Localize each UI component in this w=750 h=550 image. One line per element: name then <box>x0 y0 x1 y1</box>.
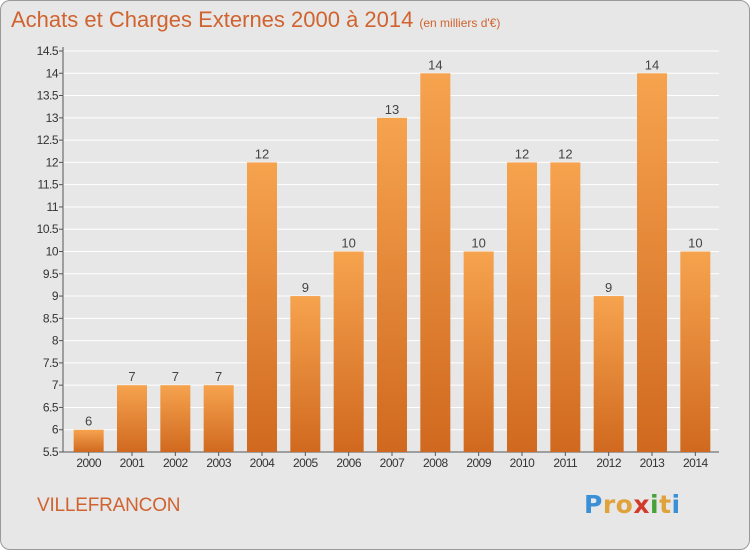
data-label: 9 <box>605 280 612 295</box>
x-tick-label: 2009 <box>466 456 492 470</box>
y-tick-label: 8.5 <box>43 311 59 325</box>
y-tick-label: 6.5 <box>43 400 59 414</box>
y-tick-label: 6 <box>52 423 59 437</box>
x-tick-label: 2001 <box>120 456 146 470</box>
logo-letter: t <box>659 490 672 519</box>
y-tick-label: 9.5 <box>43 267 59 281</box>
x-tick-label: 2012 <box>596 456 622 470</box>
bar <box>420 73 451 453</box>
city-name: VILLEFRANCON <box>37 495 181 516</box>
x-tick-label: 2010 <box>510 456 536 470</box>
x-tick-label: 2000 <box>76 456 102 470</box>
data-label: 12 <box>558 146 572 161</box>
y-tick-label: 13 <box>46 111 59 125</box>
bar <box>203 385 234 452</box>
bar <box>160 385 191 452</box>
data-label: 12 <box>255 146 269 161</box>
proxiti-logo: Proxiti <box>584 490 681 519</box>
y-tick-label: 14 <box>46 66 59 80</box>
bar <box>73 429 104 452</box>
bar <box>333 251 364 452</box>
logo-letter: i <box>671 490 681 519</box>
y-tick-label: 13.5 <box>37 89 59 103</box>
y-tick-label: 9 <box>52 289 59 303</box>
bar <box>377 117 407 452</box>
data-label: 13 <box>385 102 399 117</box>
data-label: 10 <box>471 236 485 251</box>
y-tick-label: 11 <box>47 200 59 214</box>
y-tick-label: 11.5 <box>38 178 59 192</box>
y-tick-label: 12.5 <box>37 133 59 147</box>
y-tick-label: 10 <box>46 245 59 259</box>
logo-letter: P <box>584 490 603 519</box>
x-tick-label: 2011 <box>553 456 578 470</box>
data-label: 12 <box>515 146 529 161</box>
x-tick-label: 2003 <box>206 456 232 470</box>
chart-title-text: Achats et Charges Externes 2000 à 2014 <box>11 7 414 32</box>
data-label: 14 <box>645 57 659 72</box>
data-label: 7 <box>215 369 222 384</box>
data-label: 10 <box>341 236 355 251</box>
bar <box>290 296 321 452</box>
y-tick-label: 10.5 <box>37 222 59 236</box>
data-label: 7 <box>128 369 135 384</box>
bar <box>463 251 494 452</box>
bar <box>637 73 667 453</box>
bar <box>593 296 624 452</box>
bar <box>247 162 277 452</box>
logo-letter: o <box>615 490 634 519</box>
data-label: 10 <box>688 236 702 251</box>
x-tick-label: 2007 <box>380 456 406 470</box>
data-label: 9 <box>302 280 309 295</box>
logo-letter: x <box>633 490 650 519</box>
y-tick-label: 14.5 <box>37 44 59 58</box>
x-tick-label: 2005 <box>293 456 319 470</box>
y-tick-label: 8 <box>52 334 59 348</box>
logo-letter: r <box>602 490 616 519</box>
x-tick-label: 2002 <box>163 456 189 470</box>
y-tick-label: 5.5 <box>43 445 59 459</box>
x-tick-label: 2006 <box>336 456 362 470</box>
x-tick-label: 2013 <box>640 456 666 470</box>
bar <box>117 385 147 452</box>
x-tick-label: 2004 <box>250 456 276 470</box>
chart-unit: (en milliers d'€) <box>419 16 501 30</box>
data-label: 6 <box>85 414 92 429</box>
bar <box>550 162 581 452</box>
data-label: 14 <box>428 57 442 72</box>
y-tick-label: 7.5 <box>43 356 59 370</box>
x-tick-label: 2008 <box>423 456 449 470</box>
logo-letter: i <box>650 490 660 519</box>
bar <box>680 251 711 452</box>
chart-title: Achats et Charges Externes 2000 à 2014 (e… <box>11 7 500 33</box>
x-tick-label: 2014 <box>683 456 709 470</box>
bar <box>507 162 537 452</box>
data-label: 7 <box>172 369 179 384</box>
y-tick-label: 7 <box>52 378 59 392</box>
y-tick-label: 12 <box>46 155 59 169</box>
